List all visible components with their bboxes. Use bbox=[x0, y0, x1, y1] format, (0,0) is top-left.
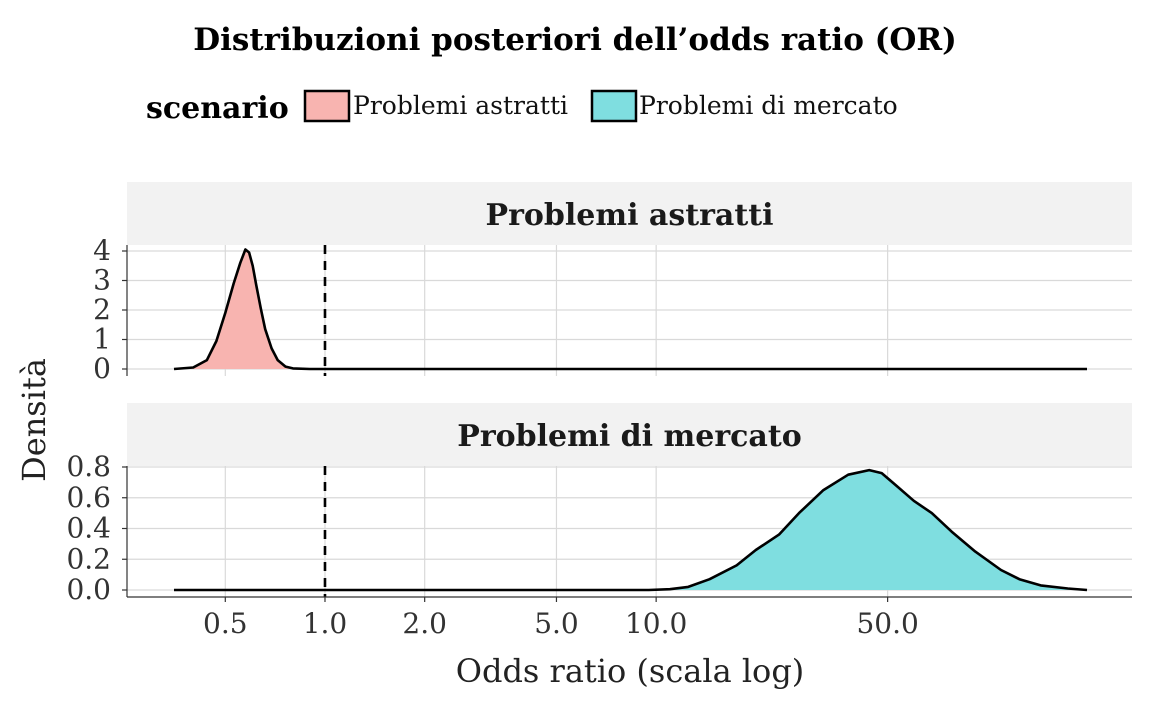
panel-problemi-astratti-strip-label: Problemi astratti bbox=[486, 198, 774, 233]
x-axis-label: Odds ratio (scala log) bbox=[456, 652, 805, 690]
x-tick-label-5-0: 5.0 bbox=[534, 607, 579, 640]
legend-label-problemi-astratti: Problemi astratti bbox=[353, 91, 568, 120]
x-tick-label-10-0: 10.0 bbox=[625, 607, 687, 640]
panel-problemi-astratti-ytick-label-2: 2 bbox=[93, 293, 111, 326]
panel-problemi-di-mercato-density-line bbox=[174, 468, 1088, 592]
panel-problemi-astratti-density-line bbox=[173, 248, 1087, 371]
legend-title: scenario bbox=[146, 91, 289, 126]
panel-problemi-astratti-ytick-label-0: 0 bbox=[93, 352, 111, 385]
panel-problemi-astratti-strip bbox=[127, 182, 1132, 245]
panel-problemi-di-mercato-ytick-label-0-8: 0.8 bbox=[66, 450, 111, 483]
panel-problemi-di-mercato-ytick-label-0-2: 0.2 bbox=[66, 542, 111, 575]
panel-problemi-astratti-density-area bbox=[174, 249, 1087, 369]
legend-key-problemi-di-mercato bbox=[590, 89, 638, 123]
legend-key-problemi-astratti bbox=[303, 89, 351, 123]
x-tick-label-2-0: 2.0 bbox=[402, 607, 447, 640]
panel-problemi-astratti-ytick-label-3: 3 bbox=[93, 264, 111, 297]
panel-problemi-di-mercato-ytick-label-0-6: 0.6 bbox=[66, 481, 111, 514]
panel-problemi-di-mercato: Problemi di mercato 0.00.20.40.60.8 bbox=[66, 403, 1132, 606]
x-tick-label-0-5: 0.5 bbox=[203, 607, 248, 640]
x-tick-label-1-0: 1.0 bbox=[303, 607, 348, 640]
panel-problemi-di-mercato-strip bbox=[127, 403, 1132, 466]
panel-problemi-di-mercato-strip-label: Problemi di mercato bbox=[457, 419, 801, 454]
panel-problemi-di-mercato-density-area bbox=[174, 470, 1087, 590]
chart-title: Distribuzioni posteriori dell’odds ratio… bbox=[193, 22, 957, 58]
x-tick-label-50-0: 50.0 bbox=[856, 607, 918, 640]
legend: scenario Problemi astratti Problemi di m… bbox=[146, 89, 898, 126]
y-axis-label: Densità bbox=[15, 358, 53, 482]
panel-problemi-astratti-ytick-label-1: 1 bbox=[93, 323, 111, 356]
panel-problemi-di-mercato-ytick-label-0-0: 0.0 bbox=[66, 573, 111, 606]
panel-problemi-di-mercato-ytick-label-0-4: 0.4 bbox=[66, 512, 111, 545]
panel-problemi-astratti-ytick-label-4: 4 bbox=[93, 234, 111, 267]
x-axis: 0.5 1.0 2.0 5.0 10.0 50.0 bbox=[127, 596, 1132, 640]
legend-label-problemi-di-mercato: Problemi di mercato bbox=[639, 91, 898, 120]
